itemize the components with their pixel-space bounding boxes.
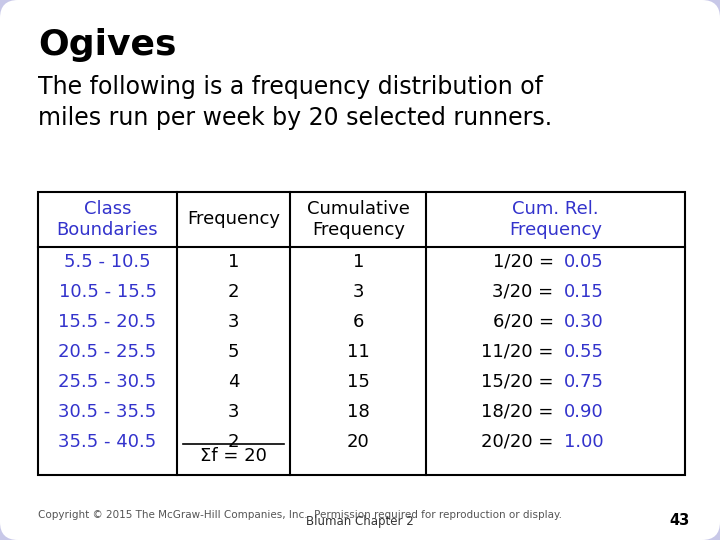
Text: 3: 3 [228,403,240,421]
Text: 0.15: 0.15 [564,283,603,301]
Text: 3: 3 [228,313,240,331]
Text: 0.55: 0.55 [564,343,603,361]
Text: 30.5 - 35.5: 30.5 - 35.5 [58,403,157,421]
Text: 6: 6 [353,313,364,331]
Text: Σf = 20: Σf = 20 [200,447,267,465]
Text: Cum. Rel.
Frequency: Cum. Rel. Frequency [509,200,602,239]
Text: 0.05: 0.05 [564,253,603,271]
Text: 0.90: 0.90 [564,403,603,421]
Bar [38,192,685,475]
Text: Bluman Chapter 2: Bluman Chapter 2 [306,515,414,528]
Text: 20.5 - 25.5: 20.5 - 25.5 [58,343,157,361]
Text: 15.5 - 20.5: 15.5 - 20.5 [58,313,157,331]
Text: 20: 20 [347,433,369,451]
Text: 1: 1 [353,253,364,271]
Text: 1: 1 [228,253,240,271]
Text: Cumulative
Frequency: Cumulative Frequency [307,200,410,239]
Text: 35.5 - 40.5: 35.5 - 40.5 [58,433,157,451]
Text: 18: 18 [347,403,369,421]
Text: 6/20 =: 6/20 = [492,313,554,331]
Text: 11/20 =: 11/20 = [481,343,554,361]
Text: Class
Boundaries: Class Boundaries [57,200,158,239]
Text: 5: 5 [228,343,240,361]
Text: The following is a frequency distribution of
miles run per week by 20 selected r: The following is a frequency distributio… [38,75,552,130]
Text: 20/20 =: 20/20 = [481,433,554,451]
Text: 25.5 - 30.5: 25.5 - 30.5 [58,373,157,391]
Text: 0.30: 0.30 [564,313,603,331]
Text: Frequency: Frequency [187,211,280,228]
Text: 4: 4 [228,373,240,391]
Text: 5.5 - 10.5: 5.5 - 10.5 [64,253,151,271]
Text: 15: 15 [347,373,369,391]
Text: 15/20 =: 15/20 = [481,373,554,391]
Text: 3: 3 [353,283,364,301]
Text: 1.00: 1.00 [564,433,603,451]
Text: 18/20 =: 18/20 = [481,403,554,421]
Text: Ogives: Ogives [38,28,176,62]
Text: 1/20 =: 1/20 = [492,253,554,271]
Text: 10.5 - 15.5: 10.5 - 15.5 [58,283,156,301]
Text: Copyright © 2015 The McGraw-Hill Companies, Inc.  Permission required for reprod: Copyright © 2015 The McGraw-Hill Compani… [38,510,562,520]
Text: 3/20 =: 3/20 = [492,283,554,301]
Text: 11: 11 [347,343,369,361]
Text: 43: 43 [670,513,690,528]
Text: 0.75: 0.75 [564,373,603,391]
Text: 2: 2 [228,283,240,301]
Text: 2: 2 [228,433,240,451]
